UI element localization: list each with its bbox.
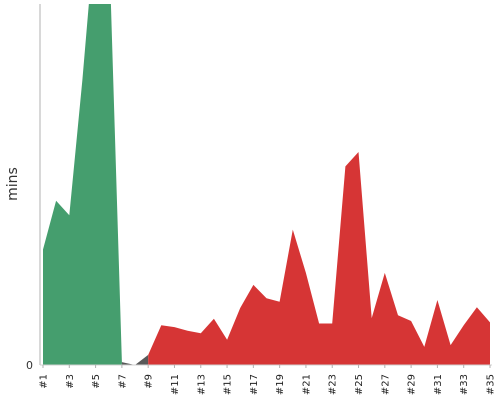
x-axis-ticks: #1 #3 #5 #7 #9 #11 #13 #15 #17 #19 #21 #23 #25 #27 #29… — [39, 365, 497, 395]
x-tick-label[interactable]: #5 — [91, 374, 102, 389]
x-tick-label[interactable]: #23 — [328, 374, 339, 395]
x-tick-label[interactable]: #25 — [354, 374, 365, 395]
x-tick-label[interactable]: #31 — [433, 374, 444, 395]
x-tick-label[interactable]: #29 — [407, 374, 418, 395]
x-tick-label[interactable]: #9 — [144, 374, 155, 389]
x-tick-label[interactable]: #7 — [117, 374, 128, 389]
x-tick-label[interactable]: #11 — [170, 374, 181, 395]
x-tick-label[interactable]: #13 — [196, 374, 207, 395]
area-segment-pass — [43, 4, 122, 365]
y-tick-label-zero: 0 — [26, 359, 33, 372]
x-tick-label[interactable]: #21 — [301, 374, 312, 395]
area-series — [43, 4, 491, 365]
x-tick-label[interactable]: #27 — [380, 374, 391, 395]
x-tick-label[interactable]: #33 — [459, 374, 470, 395]
x-tick-label[interactable]: #35 — [486, 374, 497, 395]
area-segment-fail — [148, 152, 491, 365]
y-axis-label: mins — [5, 167, 21, 201]
x-tick-label[interactable]: #19 — [275, 374, 286, 395]
area-segment-aborted — [121, 354, 149, 365]
x-tick-label[interactable]: #15 — [223, 374, 234, 395]
x-tick-label[interactable]: #1 — [39, 374, 50, 389]
x-tick-label[interactable]: #17 — [249, 374, 260, 395]
x-tick-label[interactable]: #3 — [65, 374, 76, 389]
